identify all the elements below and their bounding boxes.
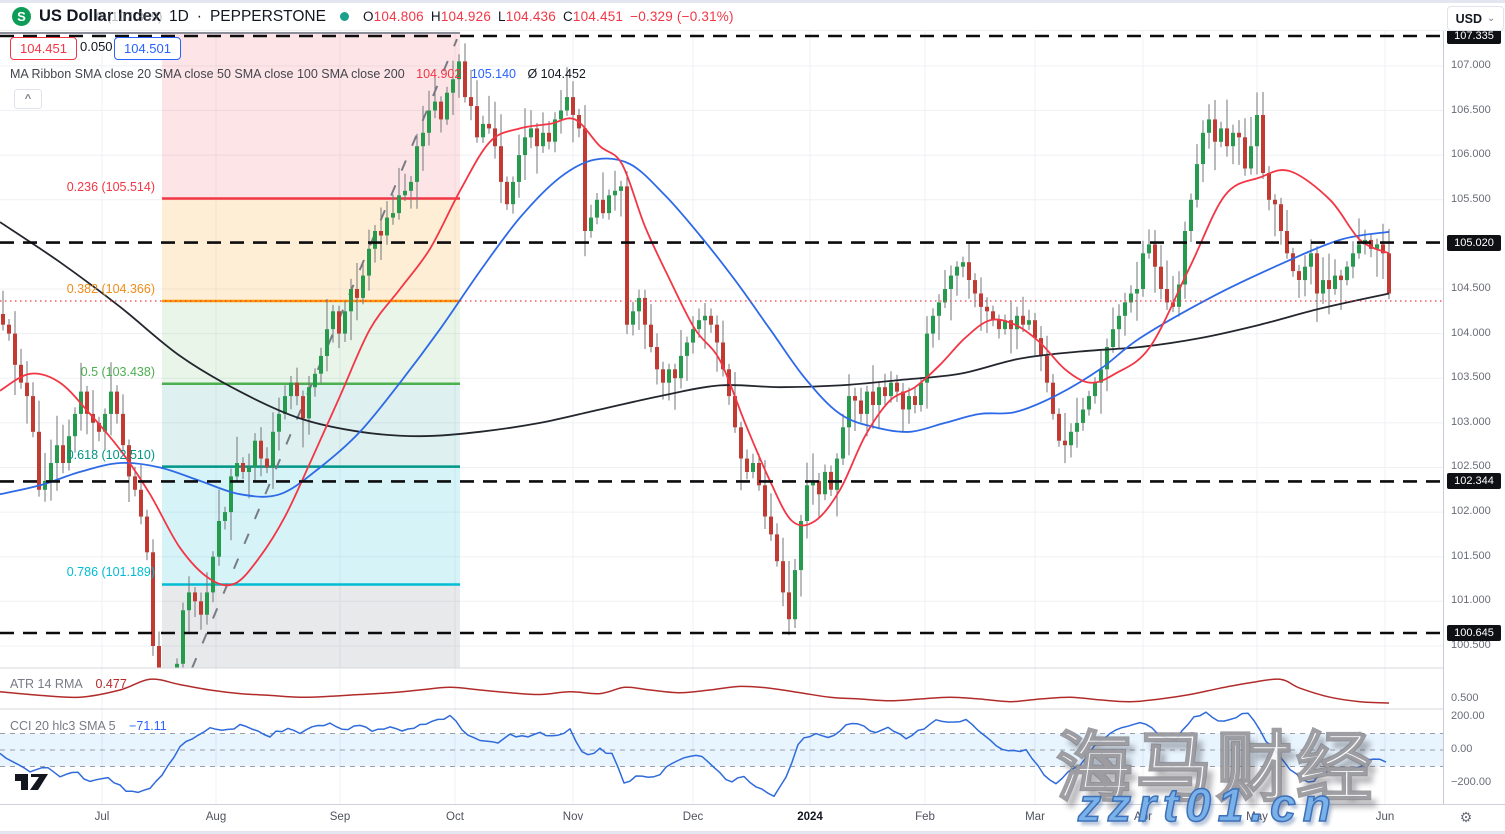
atr-value: 0.477 — [95, 677, 127, 691]
tradingview-logo[interactable] — [14, 771, 52, 793]
price-tick: 101.000 — [1451, 594, 1491, 607]
ma-ribbon-value-1: 104.902 — [416, 67, 462, 81]
atr-indicator-label[interactable]: ATR 14 RMA — [10, 677, 83, 691]
price-tick: 101.500 — [1451, 549, 1491, 562]
time-axis[interactable]: Jul Aug Sep Oct Nov Dec 2024 Feb Mar Apr May Jun — [0, 804, 1505, 831]
exchange-label[interactable]: PEPPERSTONE — [209, 7, 326, 25]
watermark-domain: zzrt01.cn — [1077, 778, 1338, 832]
spread-value: 0.050 — [80, 39, 113, 54]
price-level-tag: 100.645 — [1447, 625, 1501, 642]
price-level-tag: 102.344 — [1447, 473, 1501, 490]
time-tick-Mar: Mar — [1025, 811, 1045, 823]
price-tick: 107.000 — [1451, 58, 1491, 71]
price-tick: 102.500 — [1451, 460, 1491, 473]
market-status-icon — [339, 12, 349, 21]
fib-level-label-0.5: 0.5 (103.438) — [80, 364, 155, 379]
sma-20-line — [0, 117, 1390, 587]
time-tick-2024: 2024 — [797, 811, 823, 823]
cci-axis-tick: −200.00 — [1451, 776, 1492, 788]
fib-level-label-0.236: 0.236 (105.514) — [66, 179, 155, 194]
price-tick: 105.500 — [1451, 192, 1491, 205]
ma-ribbon-value-2: 105.140 — [470, 67, 516, 81]
chart-pane[interactable] — [0, 0, 1443, 834]
price-level-tag: 105.020 — [1447, 234, 1501, 251]
price-axis[interactable]: 107.000 106.500 106.000 105.500 104.500 104.0… — [1443, 28, 1505, 804]
window-chrome-bottom — [0, 831, 1505, 834]
cci-pane — [0, 711, 1443, 798]
time-tick-Jul: Jul — [94, 811, 110, 823]
change-readout: −0.329 (−0.31%) — [630, 9, 734, 24]
sma-200-line — [0, 221, 1390, 438]
price-tick: 103.000 — [1451, 415, 1491, 428]
ma-ribbon-average: Ø 104.452 — [527, 67, 586, 81]
fib-level-label-0.618: 0.618 (102.510) — [66, 447, 155, 462]
price-tick: 103.500 — [1451, 371, 1491, 384]
cci-value: −71.11 — [129, 719, 167, 733]
grid-layer — [0, 30, 1443, 804]
time-tick-May: May — [1246, 811, 1268, 823]
sma-lines — [0, 117, 1390, 587]
trendline — [191, 38, 458, 668]
ma-ribbon-title[interactable]: MA Ribbon SMA close 20 SMA close 50 SMA … — [10, 67, 405, 81]
atr-axis-tick: 0.500 — [1451, 692, 1479, 704]
time-tick-Sep: Sep — [329, 811, 351, 823]
time-tick-Oct: Oct — [446, 811, 464, 823]
cci-indicator-label[interactable]: CCI 20 hlc3 SMA 5 — [10, 719, 116, 733]
price-tick: 104.000 — [1451, 326, 1491, 339]
price-tick: 104.500 — [1451, 281, 1491, 294]
price-tick: 106.000 — [1451, 148, 1491, 161]
fib-level-label-0.786: 0.786 (101.189) — [66, 565, 155, 580]
ohlc-readout: O104.806 H104.926 L104.436 C104.451 −0.329 (… — [362, 9, 734, 24]
chart-canvas — [0, 30, 1443, 804]
time-tick-Nov: Nov — [562, 811, 584, 823]
price-tick: 102.000 — [1451, 505, 1491, 518]
chart-toolbar: S US Dollar Index 1D · PEPPERSTONE O104.… — [0, 3, 1505, 31]
gear-icon[interactable]: ⚙ — [1459, 809, 1473, 825]
fib-retracement — [0, 32, 460, 668]
interval-button[interactable]: 1D — [168, 7, 189, 25]
price-tick: 106.500 — [1451, 103, 1491, 116]
time-tick-Jun: Jun — [1375, 811, 1395, 823]
cci-axis-tick: 0.00 — [1451, 743, 1473, 755]
cci-axis-tick: 200.00 — [1451, 710, 1485, 722]
currency-button[interactable]: USD ⌄ — [1447, 6, 1504, 31]
sell-price-tag[interactable]: 104.451 — [10, 37, 77, 60]
price-tick: 100.500 — [1451, 638, 1491, 651]
symbol-logo-icon[interactable]: S — [12, 7, 31, 26]
atr-pane-title: ATR 14 RMA 0.477 — [10, 677, 127, 691]
symbol-title[interactable]: US Dollar Index — [39, 7, 161, 25]
watermark-chinese: 海马财经 — [1055, 725, 1376, 812]
time-tick-Feb: Feb — [915, 811, 935, 823]
collapse-legend-button[interactable]: ^ — [14, 89, 42, 109]
currency-label: USD — [1455, 11, 1482, 26]
fib-level-label-0.382: 0.382 (104.366) — [66, 281, 155, 296]
ma-ribbon-legend[interactable]: MA Ribbon SMA close 20 SMA close 50 SMA … — [10, 67, 586, 81]
sma-100-line — [0, 157, 1390, 498]
time-tick-Dec: Dec — [682, 811, 704, 823]
separator-dot: · — [196, 7, 202, 25]
price-level-tag: 107.335 — [1447, 28, 1501, 44]
time-tick-Apr: Apr — [1134, 811, 1152, 823]
fib-level-0-label: 0 (107.369) — [96, 9, 163, 24]
chevron-down-icon: ⌄ — [1487, 13, 1496, 24]
atr-line — [0, 678, 1390, 704]
cci-line — [0, 711, 1387, 798]
buy-price-tag[interactable]: 104.501 — [114, 37, 181, 60]
cci-pane-title: CCI 20 hlc3 SMA 5 −71.11 — [10, 719, 167, 733]
alert-dashed-lines — [0, 34, 1443, 635]
window-chrome-top — [0, 0, 1505, 3]
time-tick-Aug: Aug — [205, 811, 227, 823]
